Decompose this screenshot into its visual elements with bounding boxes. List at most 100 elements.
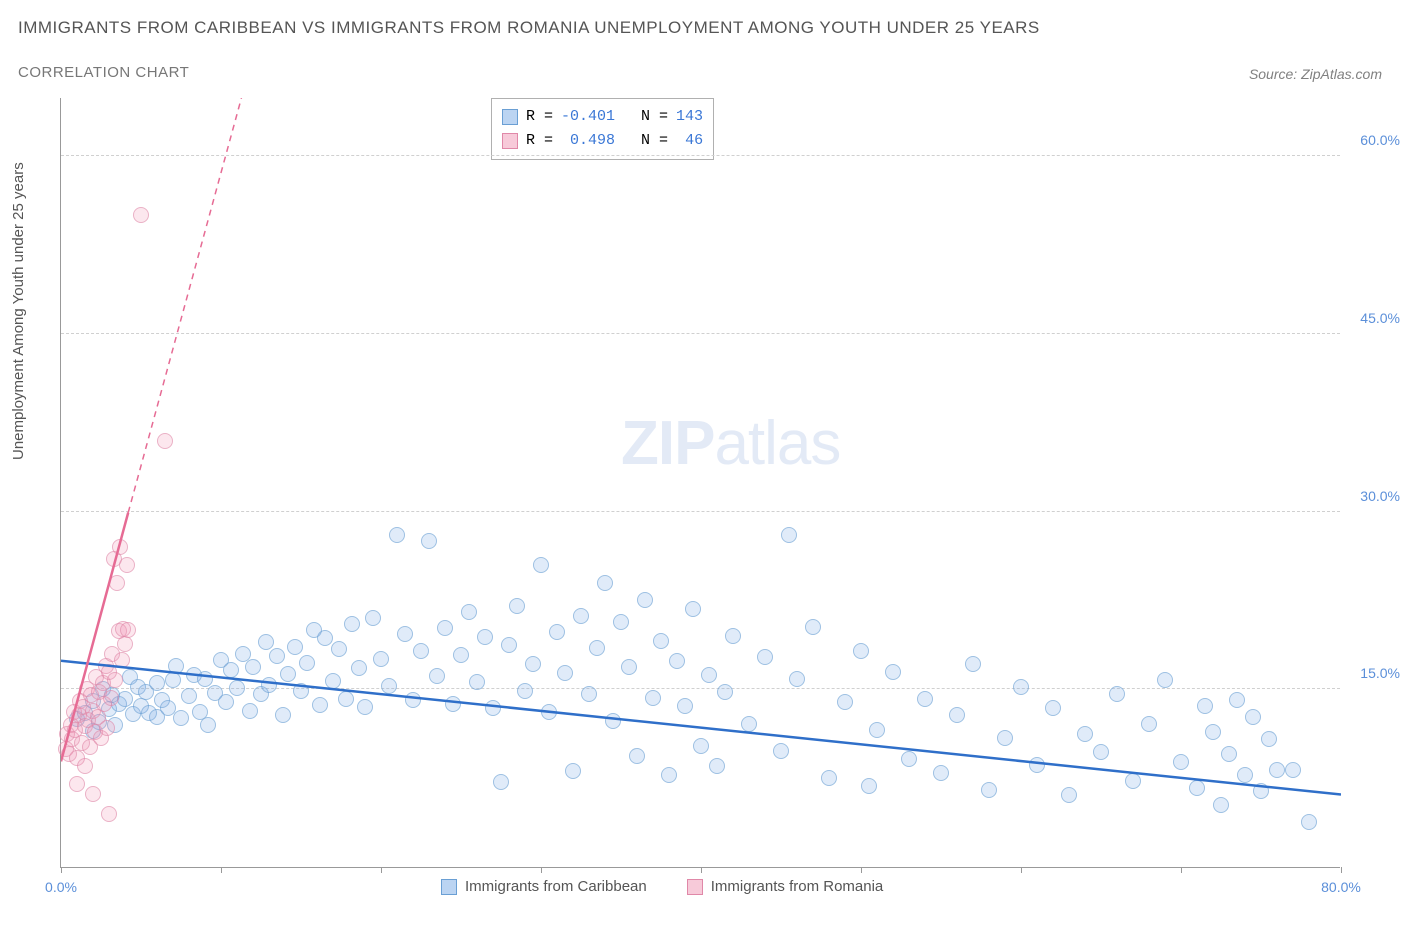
- y-tick-label: 15.0%: [1345, 665, 1400, 681]
- data-point: [168, 658, 184, 674]
- data-point: [1173, 754, 1189, 770]
- data-point: [1189, 780, 1205, 796]
- data-point: [120, 622, 136, 638]
- data-point: [69, 776, 85, 792]
- data-point: [661, 767, 677, 783]
- data-point: [701, 667, 717, 683]
- data-point: [629, 748, 645, 764]
- data-point: [365, 610, 381, 626]
- data-point: [261, 677, 277, 693]
- data-point: [869, 722, 885, 738]
- data-point: [557, 665, 573, 681]
- data-point: [1109, 686, 1125, 702]
- data-point: [242, 703, 258, 719]
- data-point: [981, 782, 997, 798]
- data-point: [589, 640, 605, 656]
- data-point: [293, 683, 309, 699]
- data-point: [821, 770, 837, 786]
- data-point: [549, 624, 565, 640]
- data-point: [149, 675, 165, 691]
- data-point: [949, 707, 965, 723]
- x-tick: [701, 867, 702, 873]
- data-point: [757, 649, 773, 665]
- data-point: [133, 207, 149, 223]
- data-point: [157, 433, 173, 449]
- data-point: [805, 619, 821, 635]
- data-point: [437, 620, 453, 636]
- data-point: [119, 557, 135, 573]
- data-point: [741, 716, 757, 732]
- data-point: [107, 672, 123, 688]
- data-point: [517, 683, 533, 699]
- legend-item-caribbean: Immigrants from Caribbean: [441, 878, 647, 895]
- data-point: [1285, 762, 1301, 778]
- stats-row-caribbean: R = -0.401 N = 143: [502, 105, 703, 129]
- data-point: [509, 598, 525, 614]
- data-point: [229, 680, 245, 696]
- data-point: [245, 659, 261, 675]
- chart-title: IMMIGRANTS FROM CARIBBEAN VS IMMIGRANTS …: [18, 18, 1040, 38]
- data-point: [597, 575, 613, 591]
- data-point: [1197, 698, 1213, 714]
- data-point: [1077, 726, 1093, 742]
- data-point: [117, 636, 133, 652]
- data-point: [429, 668, 445, 684]
- swatch-icon: [502, 133, 518, 149]
- data-point: [299, 655, 315, 671]
- data-point: [493, 774, 509, 790]
- x-tick-label: 0.0%: [45, 879, 77, 895]
- data-point: [1229, 692, 1245, 708]
- data-point: [1013, 679, 1029, 695]
- data-point: [109, 575, 125, 591]
- data-point: [165, 672, 181, 688]
- data-point: [181, 688, 197, 704]
- data-point: [1253, 783, 1269, 799]
- y-tick-label: 45.0%: [1345, 310, 1400, 326]
- bottom-legend: Immigrants from Caribbean Immigrants fro…: [441, 878, 883, 895]
- watermark: ZIPatlas: [621, 408, 840, 479]
- data-point: [1237, 767, 1253, 783]
- data-point: [461, 604, 477, 620]
- data-point: [1093, 744, 1109, 760]
- data-point: [645, 690, 661, 706]
- data-point: [685, 601, 701, 617]
- data-point: [1221, 746, 1237, 762]
- data-point: [405, 692, 421, 708]
- data-point: [317, 630, 333, 646]
- data-point: [541, 704, 557, 720]
- data-point: [1245, 709, 1261, 725]
- data-point: [1301, 814, 1317, 830]
- gridline: [61, 511, 1340, 512]
- data-point: [709, 758, 725, 774]
- data-point: [605, 713, 621, 729]
- data-point: [421, 533, 437, 549]
- data-point: [653, 633, 669, 649]
- data-point: [389, 527, 405, 543]
- data-point: [101, 806, 117, 822]
- source-label: Source: ZipAtlas.com: [1249, 66, 1382, 82]
- data-point: [223, 662, 239, 678]
- chart-subtitle: CORRELATION CHART: [18, 64, 189, 81]
- data-point: [112, 539, 128, 555]
- gridline: [61, 155, 1340, 156]
- data-point: [1141, 716, 1157, 732]
- data-point: [218, 694, 234, 710]
- data-point: [853, 643, 869, 659]
- data-point: [469, 674, 485, 690]
- data-point: [275, 707, 291, 723]
- data-point: [669, 653, 685, 669]
- data-point: [789, 671, 805, 687]
- gridline: [61, 333, 1340, 334]
- data-point: [781, 527, 797, 543]
- data-point: [613, 614, 629, 630]
- data-point: [357, 699, 373, 715]
- data-point: [1261, 731, 1277, 747]
- data-point: [533, 557, 549, 573]
- data-point: [1061, 787, 1077, 803]
- data-point: [99, 720, 115, 736]
- data-point: [725, 628, 741, 644]
- data-point: [453, 647, 469, 663]
- data-point: [381, 678, 397, 694]
- data-point: [85, 786, 101, 802]
- data-point: [1029, 757, 1045, 773]
